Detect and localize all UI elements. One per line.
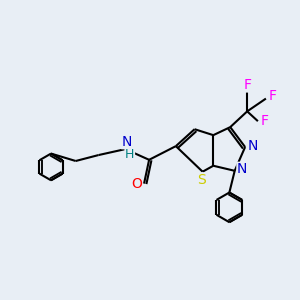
Text: N: N [248, 139, 258, 152]
Text: N: N [237, 162, 247, 176]
Text: O: O [131, 177, 142, 190]
Text: S: S [197, 173, 206, 187]
Text: H: H [125, 148, 134, 161]
Text: N: N [122, 135, 132, 149]
Text: F: F [260, 114, 268, 128]
Text: F: F [268, 88, 277, 103]
Text: F: F [243, 78, 251, 92]
